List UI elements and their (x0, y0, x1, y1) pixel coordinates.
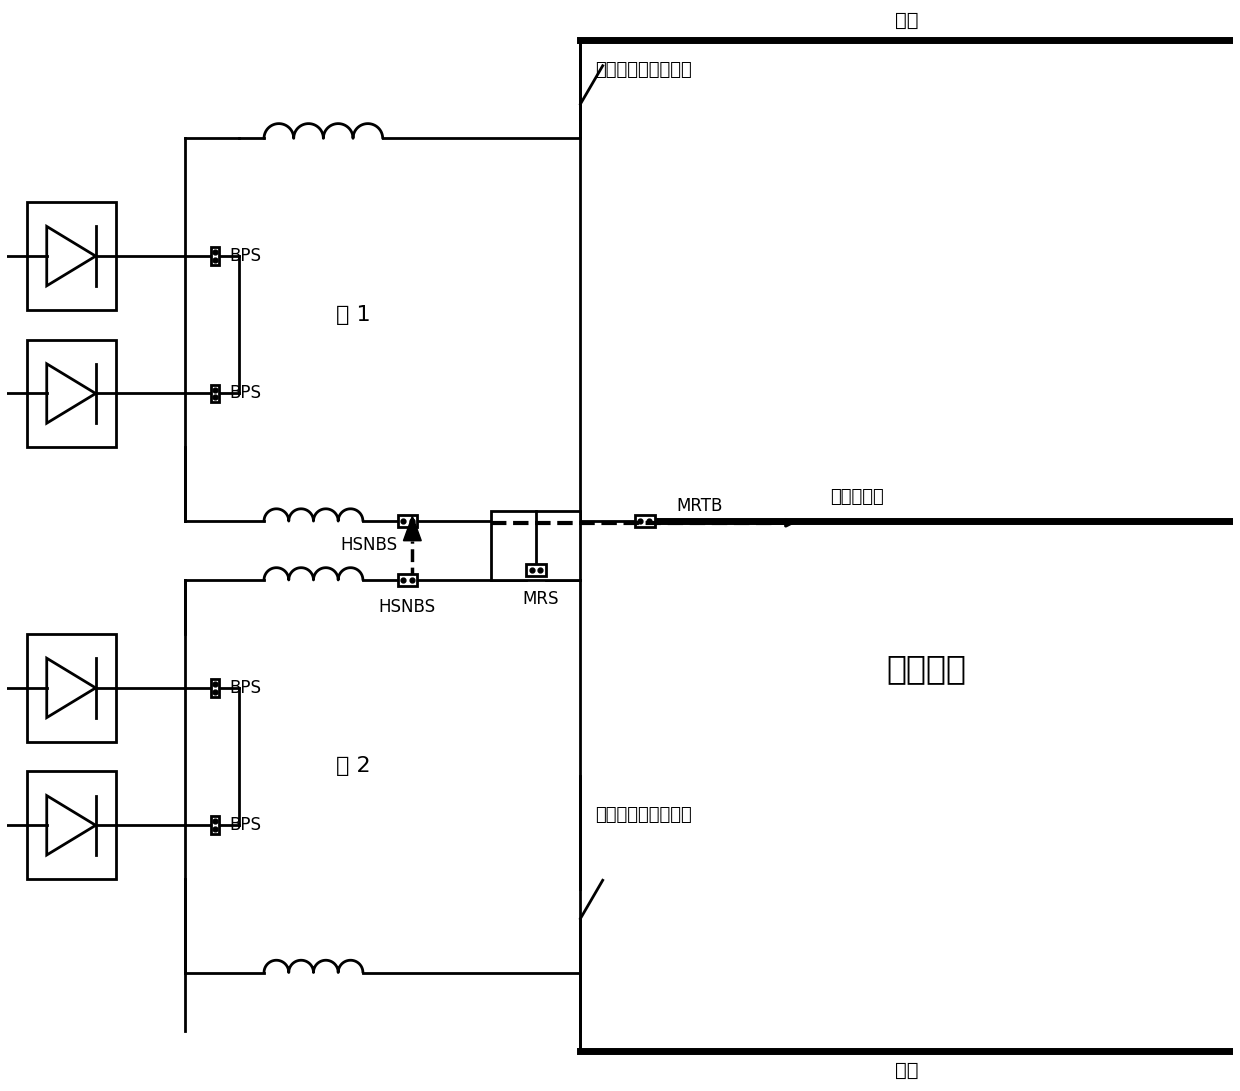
Text: MRS: MRS (522, 590, 559, 608)
Bar (635, 515, 655, 527)
Text: 极 1: 极 1 (336, 305, 371, 325)
Polygon shape (403, 516, 422, 541)
Text: 极线: 极线 (895, 11, 919, 31)
Text: 金属回路用隔离开关: 金属回路用隔离开关 (595, 61, 692, 79)
Polygon shape (47, 363, 95, 423)
Text: 极 2: 极 2 (336, 756, 371, 777)
Text: MRTB: MRTB (676, 497, 722, 515)
Bar (211, 679, 218, 697)
Text: BPS: BPS (229, 679, 262, 697)
Bar (211, 248, 218, 265)
Text: BPS: BPS (229, 247, 262, 265)
Bar (211, 816, 218, 835)
Text: HSNBS: HSNBS (341, 536, 398, 554)
Bar (398, 515, 418, 527)
Bar (211, 385, 218, 403)
Bar (27, 202, 115, 310)
Polygon shape (47, 795, 95, 855)
Polygon shape (47, 227, 95, 286)
Bar (526, 564, 546, 576)
Bar (398, 574, 418, 586)
Bar (27, 634, 115, 742)
Text: 金属回路用隔离开关: 金属回路用隔离开关 (595, 806, 692, 825)
Text: BPS: BPS (229, 384, 262, 403)
Text: 极线: 极线 (895, 1060, 919, 1080)
Text: 接地极线路: 接地极线路 (831, 489, 884, 506)
Bar (491, 512, 580, 580)
Polygon shape (47, 658, 95, 718)
Text: 分流过程: 分流过程 (887, 651, 966, 685)
Bar (27, 771, 115, 879)
Bar (27, 339, 115, 447)
Text: BPS: BPS (229, 816, 262, 835)
Text: HSNBS: HSNBS (379, 598, 436, 615)
